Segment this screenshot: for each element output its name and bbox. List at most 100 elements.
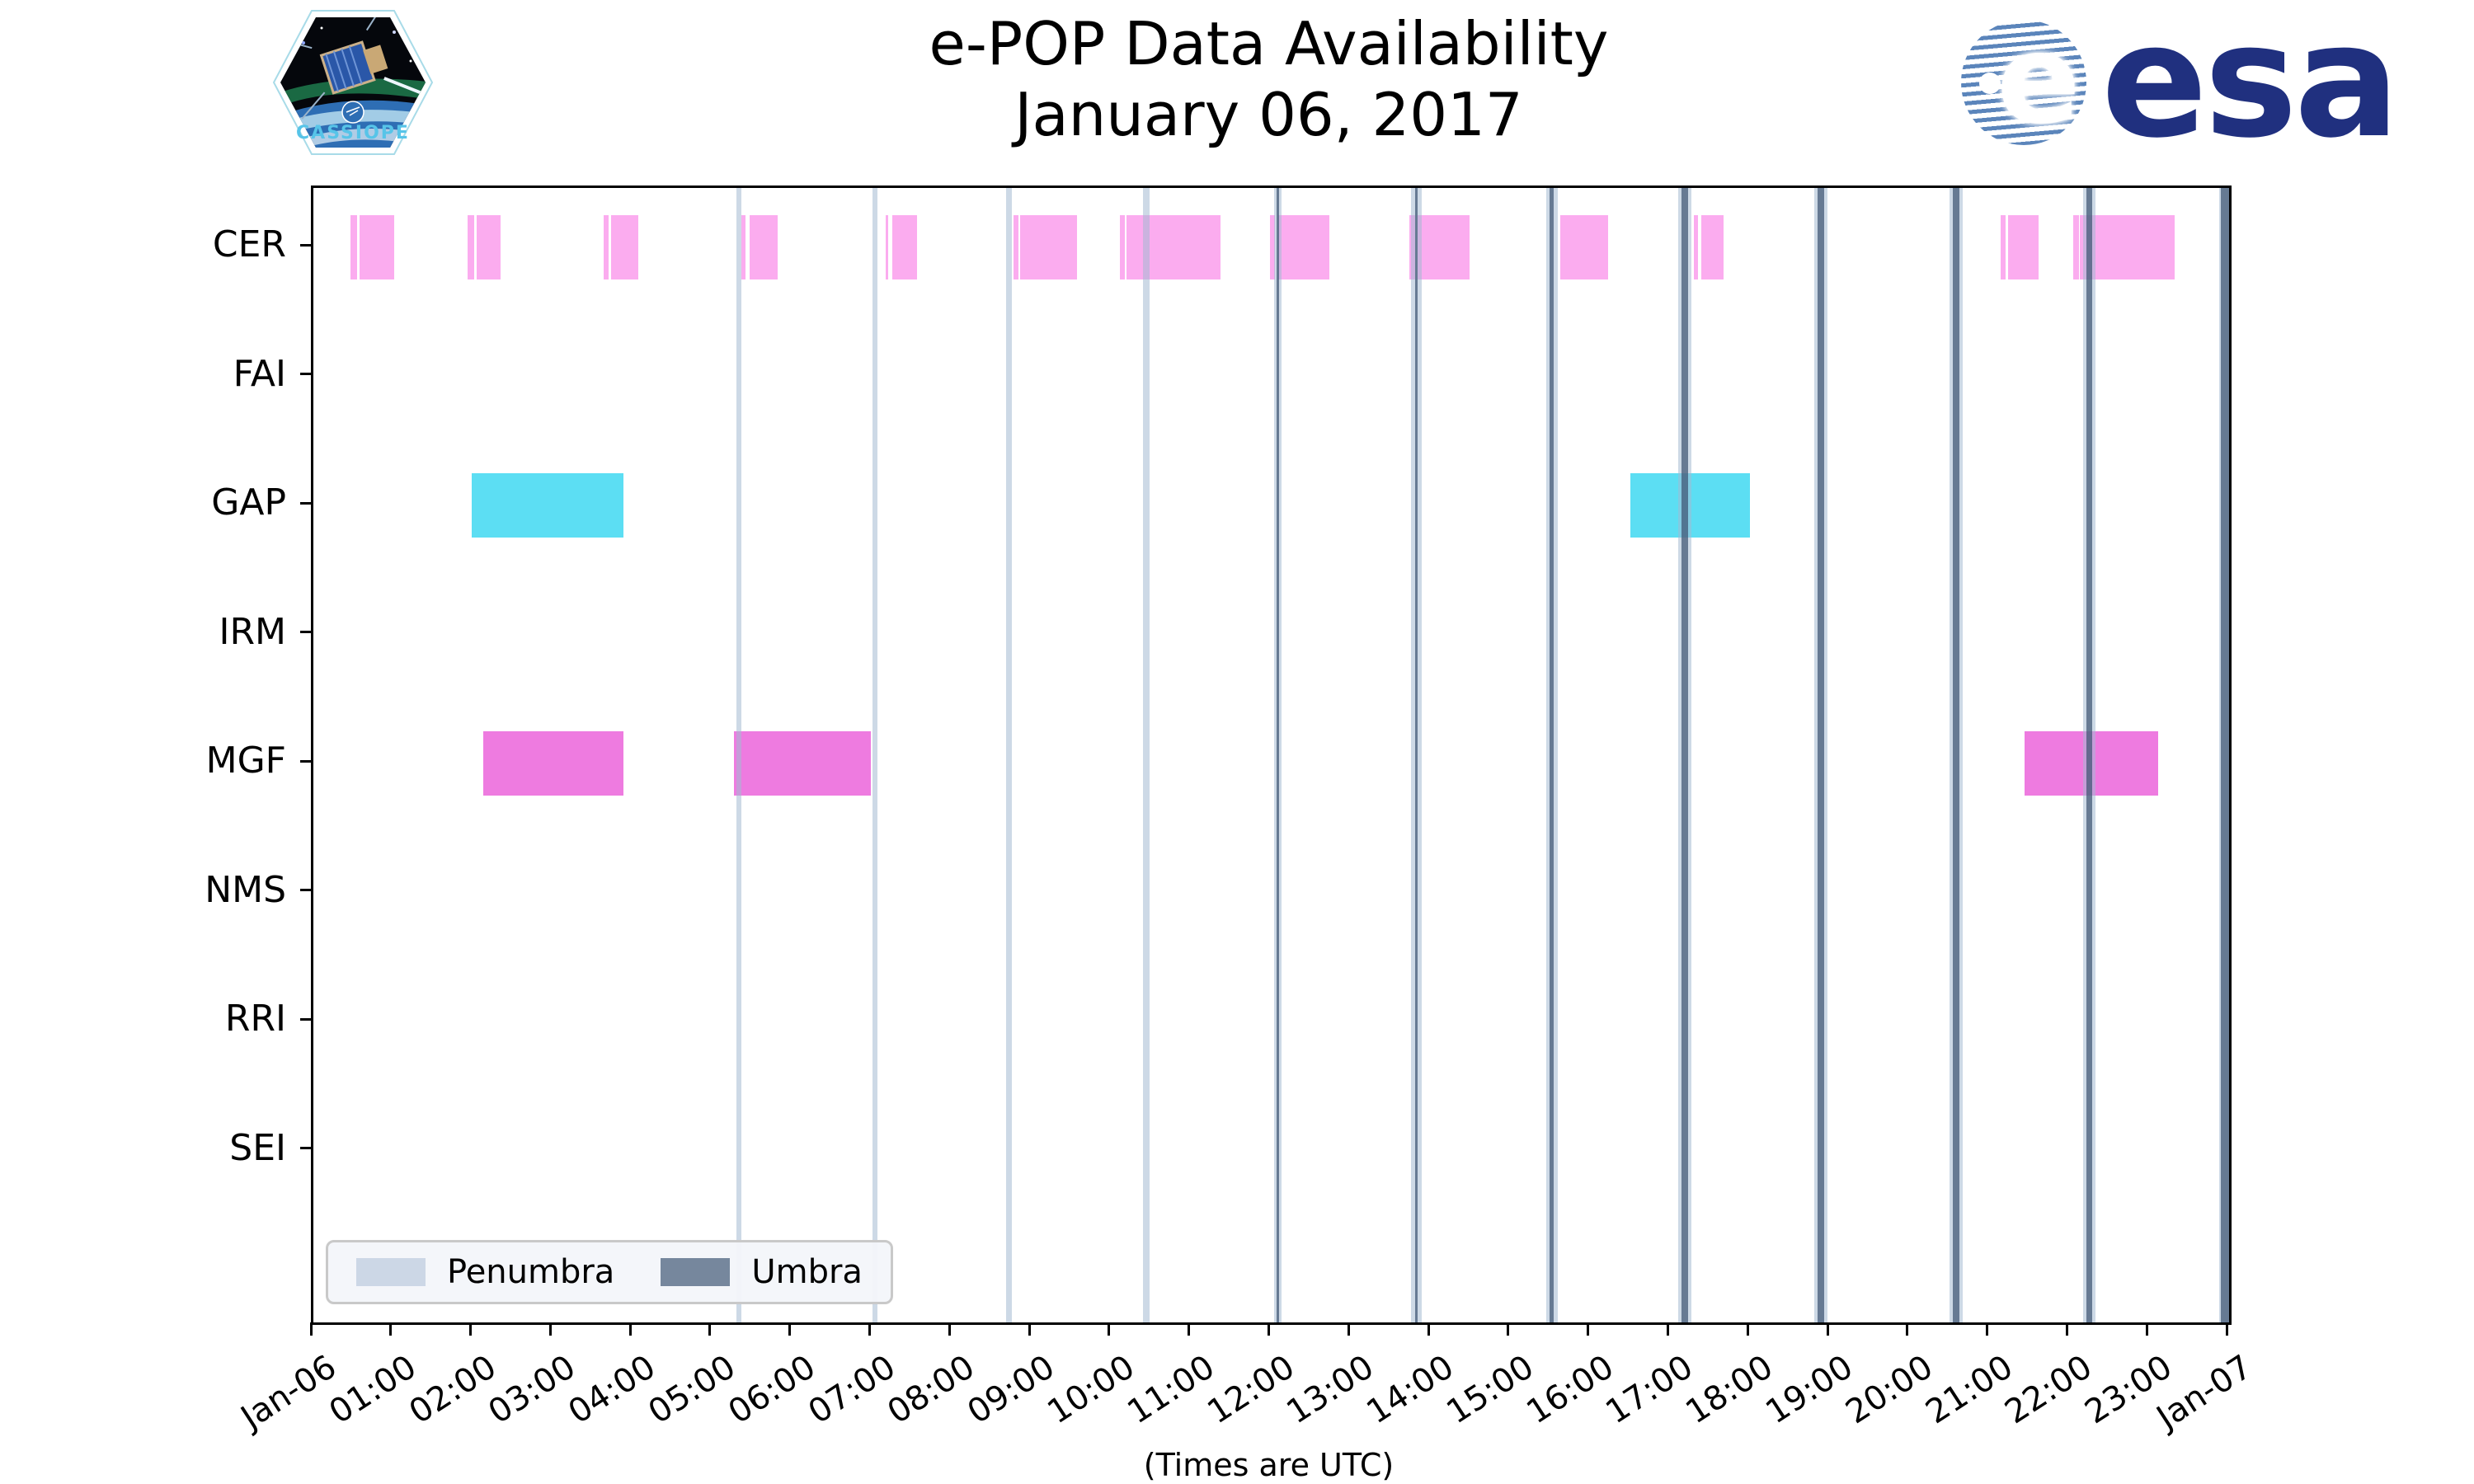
y-tick-cer bbox=[300, 243, 313, 247]
availability-bar-cer bbox=[2080, 215, 2175, 279]
eclipse-penumbra-band bbox=[872, 188, 877, 1322]
x-tick-label-text: 06:00 bbox=[722, 1348, 822, 1432]
eclipse-umbra-band bbox=[2221, 188, 2229, 1322]
y-tick-rri bbox=[300, 1017, 313, 1021]
y-tick-irm bbox=[300, 631, 313, 633]
x-tick-label-text: Jan-06 bbox=[234, 1348, 344, 1437]
row-label-rri: RRI bbox=[224, 998, 286, 1040]
esa-globe-icon: e bbox=[1961, 20, 2086, 145]
x-tick-13 bbox=[1347, 1322, 1350, 1336]
x-tick-20 bbox=[1906, 1322, 1909, 1336]
x-tick-12 bbox=[1268, 1322, 1270, 1336]
x-tick-22 bbox=[2065, 1322, 2068, 1336]
x-tick-16 bbox=[1587, 1322, 1590, 1336]
availability-bar-cer bbox=[360, 215, 395, 279]
availability-bar-cer bbox=[1559, 215, 1608, 279]
esa-globe-dot bbox=[1979, 73, 2001, 94]
y-tick-sei bbox=[300, 1147, 313, 1149]
penumbra-label: Penumbra bbox=[447, 1253, 615, 1291]
availability-bar-gap bbox=[471, 473, 623, 538]
esa-wordmark: esa bbox=[2101, 0, 2400, 172]
x-tick-7 bbox=[868, 1322, 872, 1336]
x-tick-2 bbox=[469, 1322, 473, 1336]
row-label-irm: IRM bbox=[219, 610, 286, 653]
x-tick-1 bbox=[389, 1322, 393, 1336]
row-label-sei: SEI bbox=[229, 1126, 286, 1169]
availability-bar-cer bbox=[2073, 215, 2079, 279]
patch-agency-badge bbox=[341, 101, 365, 124]
x-tick-8 bbox=[948, 1322, 951, 1336]
availability-bar-cer bbox=[1019, 215, 1077, 279]
availability-bar-cer bbox=[611, 215, 638, 279]
x-tick-0 bbox=[309, 1322, 313, 1336]
eclipse-umbra-band bbox=[1414, 188, 1418, 1322]
y-tick-gap bbox=[300, 501, 313, 505]
row-label-cer: CER bbox=[212, 223, 286, 265]
x-tick-label-text: 04:00 bbox=[562, 1348, 663, 1432]
x-tick-label-text: 08:00 bbox=[881, 1348, 982, 1432]
availability-bar-cer bbox=[477, 215, 501, 279]
availability-bar-cer bbox=[1013, 215, 1018, 279]
x-tick-label-text: 16:00 bbox=[1519, 1348, 1620, 1432]
plot-area bbox=[311, 186, 2232, 1325]
availability-bar-cer bbox=[2008, 215, 2039, 279]
eclipse-umbra-band bbox=[1550, 188, 1554, 1322]
availability-bar-mgf bbox=[733, 731, 871, 796]
x-tick-24 bbox=[2225, 1322, 2228, 1336]
penumbra-swatch bbox=[356, 1258, 426, 1286]
availability-bar-cer bbox=[1417, 215, 1470, 279]
x-tick-label-text: 10:00 bbox=[1041, 1348, 1141, 1432]
x-tick-label-text: 19:00 bbox=[1759, 1348, 1860, 1432]
availability-bar-cer bbox=[1277, 215, 1330, 279]
cassiope-mission-patch: CASSIOPE bbox=[270, 3, 435, 162]
umbra-swatch bbox=[661, 1258, 731, 1286]
patch-satellite bbox=[280, 17, 426, 120]
x-tick-label-text: 03:00 bbox=[482, 1348, 583, 1432]
row-label-nms: NMS bbox=[205, 868, 286, 911]
availability-bar-cer bbox=[1694, 215, 1699, 279]
availability-bar-cer bbox=[1700, 215, 1724, 279]
x-tick-11 bbox=[1188, 1322, 1191, 1336]
x-tick-23 bbox=[2145, 1322, 2148, 1336]
chart-subtitle-date: January 06, 2017 bbox=[1014, 80, 1523, 149]
eclipse-penumbra-band bbox=[1006, 188, 1012, 1322]
y-tick-fai bbox=[300, 373, 313, 375]
eclipse-umbra-band bbox=[1681, 188, 1689, 1322]
availability-bar-cer bbox=[891, 215, 918, 279]
x-axis-title: (Times are UTC) bbox=[1143, 1447, 1395, 1483]
x-tick-18 bbox=[1746, 1322, 1749, 1336]
x-tick-label-text: 05:00 bbox=[642, 1348, 743, 1432]
x-tick-17 bbox=[1666, 1322, 1669, 1336]
x-tick-label-text: 01:00 bbox=[322, 1348, 423, 1432]
x-tick-label-text: 02:00 bbox=[402, 1348, 503, 1432]
x-tick-4 bbox=[628, 1322, 632, 1336]
x-tick-10 bbox=[1108, 1322, 1111, 1336]
row-label-mgf: MGF bbox=[205, 740, 286, 782]
eclipse-umbra-band bbox=[1277, 188, 1280, 1322]
legend-entry-umbra: Umbra bbox=[661, 1253, 863, 1291]
x-tick-label-text: 22:00 bbox=[1998, 1348, 2100, 1432]
chart-title-block: e-POP Data Availability January 06, 2017 bbox=[311, 8, 2227, 150]
esa-globe-letter: e bbox=[1997, 20, 2081, 145]
umbra-label: Umbra bbox=[751, 1253, 863, 1291]
x-tick-label-text: 20:00 bbox=[1839, 1348, 1940, 1432]
eclipse-penumbra-band bbox=[1142, 188, 1150, 1322]
availability-bar-cer bbox=[468, 215, 475, 279]
availability-bar-cer bbox=[1269, 215, 1276, 279]
availability-bar-cer bbox=[603, 215, 609, 279]
cassiope-patch-graphic: CASSIOPE bbox=[272, 10, 434, 155]
x-tick-label-text: 18:00 bbox=[1679, 1348, 1780, 1432]
esa-logo: e esa bbox=[1961, 0, 2400, 172]
y-tick-nms bbox=[300, 889, 313, 891]
legend: Penumbra Umbra bbox=[326, 1240, 893, 1304]
x-tick-label-text: 15:00 bbox=[1440, 1348, 1540, 1432]
x-tick-label-text: 13:00 bbox=[1280, 1348, 1381, 1432]
chart-title: e-POP Data Availability bbox=[929, 9, 1609, 78]
patch-aurora bbox=[280, 78, 426, 110]
eclipse-umbra-band bbox=[2086, 188, 2092, 1322]
x-tick-19 bbox=[1826, 1322, 1829, 1336]
availability-bar-cer bbox=[2000, 215, 2006, 279]
x-tick-3 bbox=[548, 1322, 552, 1336]
x-tick-15 bbox=[1507, 1322, 1510, 1336]
